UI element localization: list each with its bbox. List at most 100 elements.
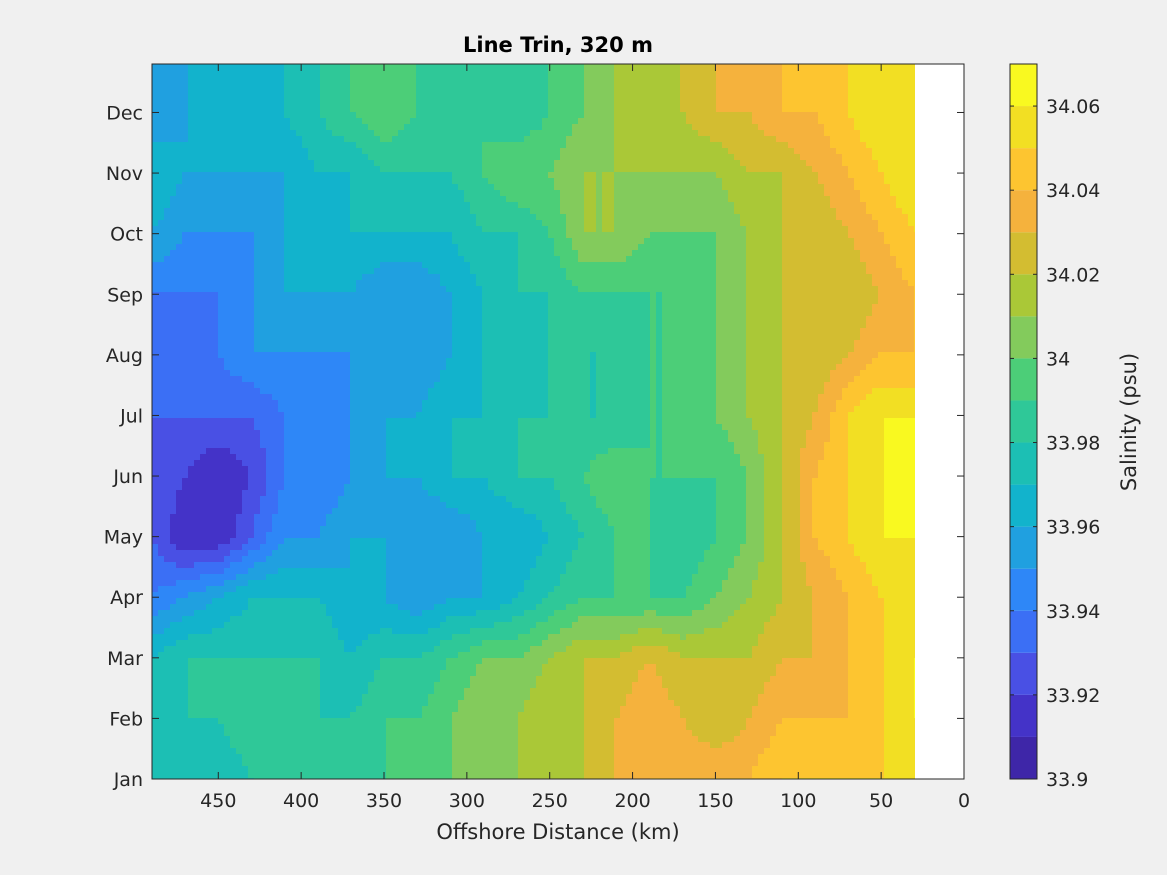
contour-cell (752, 130, 759, 137)
contour-cell (656, 148, 663, 155)
contour-cell (152, 166, 159, 173)
contour-cell (416, 142, 423, 149)
contour-cell (296, 238, 303, 245)
contour-cell (458, 280, 465, 287)
contour-cell (800, 160, 807, 167)
contour-cell (500, 142, 507, 149)
contour-cell (704, 250, 711, 257)
contour-cell (380, 280, 387, 287)
contour-cell (812, 286, 819, 293)
contour-cell (548, 238, 555, 245)
contour-cell (722, 82, 729, 89)
contour-cell (782, 286, 789, 293)
contour-cell (908, 280, 915, 287)
contour-cell (854, 148, 861, 155)
contour-cell (302, 76, 309, 83)
contour-cell (740, 70, 747, 77)
contour-cell (668, 262, 675, 269)
contour-cell (266, 178, 273, 185)
contour-cell (800, 178, 807, 185)
contour-cell (320, 268, 327, 275)
contour-cell (896, 154, 903, 161)
contour-cell (548, 226, 555, 233)
contour-cell (308, 160, 315, 167)
contour-cell (560, 262, 567, 269)
contour-cell (296, 196, 303, 203)
contour-cell (890, 208, 897, 215)
contour-cell (152, 280, 159, 287)
contour-cell (224, 190, 231, 197)
contour-cell (338, 226, 345, 233)
contour-cell (590, 172, 597, 179)
contour-cell (200, 244, 207, 251)
contour-cell (326, 160, 333, 167)
contour-cell (734, 262, 741, 269)
contour-cell (398, 100, 405, 107)
contour-cell (890, 124, 897, 131)
contour-cell (908, 190, 915, 197)
contour-cell (266, 64, 273, 71)
contour-cell (698, 292, 705, 299)
contour-cell (650, 130, 657, 137)
contour-cell (386, 184, 393, 191)
contour-cell (644, 190, 651, 197)
contour-cell (848, 70, 855, 77)
contour-cell (794, 76, 801, 83)
contour-cell (566, 94, 573, 101)
contour-cell (896, 226, 903, 233)
contour-cell (776, 286, 783, 293)
contour-cell (458, 190, 465, 197)
contour-cell (554, 112, 561, 119)
contour-cell (584, 292, 591, 299)
contour-cell (590, 184, 597, 191)
contour-cell (722, 214, 729, 221)
contour-cell (416, 226, 423, 233)
contour-cell (656, 106, 663, 113)
contour-cell (908, 94, 915, 101)
contour-cell (452, 118, 459, 125)
contour-cell (428, 202, 435, 209)
contour-cell (194, 244, 201, 251)
contour-cell (392, 166, 399, 173)
contour-cell (266, 274, 273, 281)
contour-cell (740, 100, 747, 107)
contour-cell (758, 274, 765, 281)
contour-cell (320, 70, 327, 77)
contour-cell (848, 172, 855, 179)
contour-cell (662, 70, 669, 77)
contour-cell (632, 154, 639, 161)
contour-cell (440, 100, 447, 107)
contour-cell (806, 208, 813, 215)
contour-cell (860, 166, 867, 173)
contour-cell (734, 220, 741, 227)
contour-cell (902, 280, 909, 287)
contour-cell (914, 172, 915, 179)
contour-cell (194, 256, 201, 263)
contour-cell (782, 136, 789, 143)
contour-cell (770, 82, 777, 89)
contour-cell (644, 238, 651, 245)
contour-cell (584, 64, 591, 71)
contour-cell (182, 76, 189, 83)
contour-cell (410, 136, 417, 143)
contour-cell (206, 280, 213, 287)
contour-cell (314, 274, 321, 281)
contour-cell (380, 196, 387, 203)
contour-cell (284, 178, 291, 185)
contour-cell (728, 208, 735, 215)
contour-cell (332, 274, 339, 281)
contour-cell (716, 136, 723, 143)
contour-cell (626, 196, 633, 203)
contour-cell (818, 148, 825, 155)
contour-cell (194, 160, 201, 167)
contour-cell (182, 286, 189, 293)
contour-cell (806, 142, 813, 149)
contour-cell (710, 88, 717, 95)
contour-cell (848, 160, 855, 167)
contour-cell (890, 214, 897, 221)
contour-cell (302, 202, 309, 209)
contour-cell (164, 220, 171, 227)
contour-cell (668, 148, 675, 155)
contour-cell (626, 190, 633, 197)
contour-cell (902, 94, 909, 101)
